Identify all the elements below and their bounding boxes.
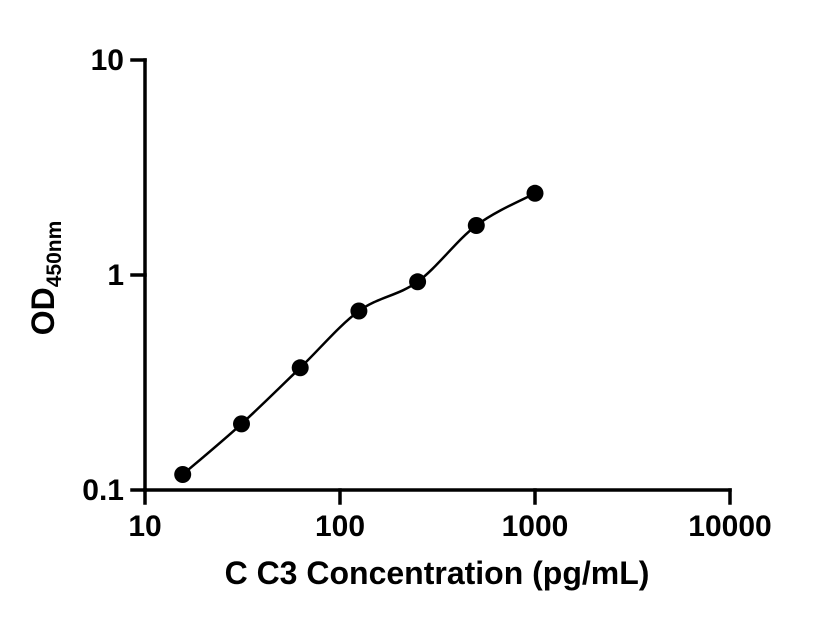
x-axis-label: C C3 Concentration (pg/mL) [225, 555, 650, 591]
data-point [350, 302, 368, 320]
data-layer [174, 184, 544, 483]
data-point [174, 466, 192, 483]
y-tick-label: 0.1 [82, 474, 124, 507]
data-point [233, 415, 250, 433]
y-axis-label-main: OD [25, 287, 61, 335]
x-tick-label: 10 [128, 510, 161, 543]
y-tick-label: 1 [107, 259, 124, 292]
data-point [291, 359, 309, 377]
data-point [526, 184, 544, 202]
data-point [467, 217, 485, 234]
y-axis-label: OD450nm [25, 221, 66, 336]
y-tick-label: 10 [91, 44, 124, 77]
x-tick-label: 10000 [688, 510, 771, 543]
x-tick-label: 100 [315, 510, 365, 543]
axes-layer: 10 100 1000 10000 0.1 1 10 [82, 44, 771, 543]
x-tick-label: 1000 [502, 510, 569, 543]
fit-curve [181, 192, 536, 476]
y-axis-label-subscript: 450nm [43, 221, 66, 288]
data-point [409, 273, 427, 291]
